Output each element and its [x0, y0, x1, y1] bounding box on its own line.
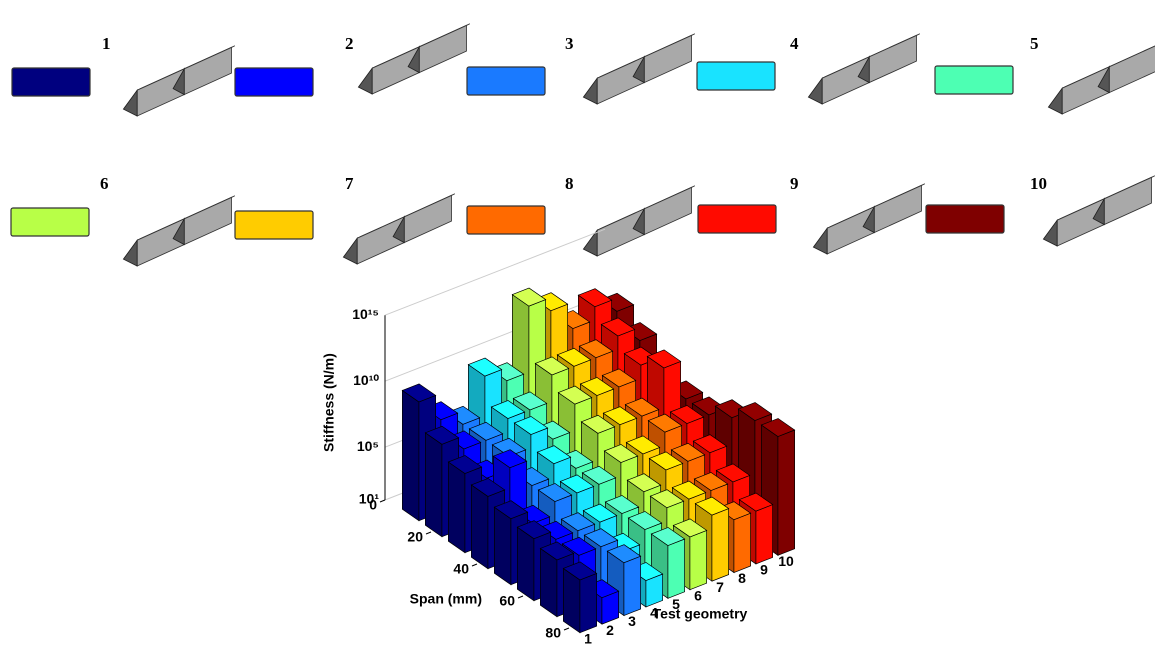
legend-swatch: [12, 68, 90, 96]
x-tick: [564, 628, 569, 630]
bar: [563, 562, 596, 633]
bar-left: [494, 507, 511, 585]
geometry-illustration: [808, 34, 919, 104]
bar-left: [471, 485, 488, 569]
y-tick-label: 3: [628, 613, 636, 629]
bar-left: [540, 548, 557, 616]
x-tick-label: 0: [369, 497, 377, 513]
geometry-illustration: [583, 34, 694, 104]
bar-front: [668, 539, 685, 598]
z-tick-label: 10¹⁵: [352, 306, 379, 322]
geometry-illustration: [1043, 176, 1154, 246]
legend-swatch: [467, 67, 545, 95]
legend-label: 8: [565, 174, 574, 193]
x-tick: [472, 564, 477, 566]
geometry-illustration: [583, 186, 694, 256]
grid-line: [385, 229, 605, 315]
y-tick-label: 7: [716, 579, 724, 595]
legend: 1 2 3 4 5 6 7 8 9 10: [11, 24, 1155, 266]
legend-label: 5: [1030, 34, 1039, 53]
bar-front: [580, 573, 597, 632]
bar-front: [778, 430, 795, 555]
geometry-illustration: [358, 24, 469, 94]
z-tick-label: 10¹⁰: [353, 372, 379, 388]
x-axis-label: Span (mm): [410, 591, 482, 607]
y-tick-label: 9: [760, 562, 768, 578]
x-tick-label: 40: [453, 561, 469, 577]
bar-front: [712, 509, 729, 582]
legend-label: 9: [790, 174, 799, 193]
z-axis-label: Stiffness (N/m): [321, 353, 337, 452]
legend-swatch: [467, 206, 545, 234]
bar-left: [517, 527, 534, 601]
y-tick-label: 6: [694, 587, 702, 603]
x-tick: [380, 500, 385, 502]
geometry-illustration: [343, 194, 454, 264]
y-tick-label: 8: [738, 570, 746, 586]
legend-label: 2: [345, 34, 354, 53]
bar-left: [448, 462, 465, 553]
x-tick: [518, 596, 523, 598]
legend-swatch: [698, 205, 776, 233]
y-tick-label: 1: [584, 630, 592, 645]
x-tick: [426, 532, 431, 534]
x-tick-label: 60: [499, 593, 515, 609]
legend-label: 6: [100, 174, 109, 193]
x-tick-label: 80: [545, 625, 561, 641]
y-tick-label: 10: [778, 553, 794, 569]
geometry-illustration: [123, 46, 234, 116]
z-tick-label: 10⁵: [357, 438, 379, 454]
bar-front: [756, 505, 773, 564]
bar-left: [425, 433, 442, 537]
legend-label: 1: [102, 34, 111, 53]
legend-swatch: [935, 66, 1013, 94]
x-tick-label: 20: [407, 529, 423, 545]
geometry-illustration: [123, 196, 234, 266]
legend-swatch: [235, 68, 313, 96]
legend-label: 7: [345, 174, 354, 193]
bar-front: [734, 513, 751, 572]
legend-swatch: [697, 62, 775, 90]
bar-front: [624, 556, 641, 615]
figure: 12345678910 10¹10⁵10¹⁰10¹⁵Stiffness (N/m…: [0, 0, 1155, 645]
y-axis-label: Test geometry: [653, 605, 748, 621]
legend-swatch: [11, 208, 89, 236]
legend-swatch: [235, 211, 313, 239]
legend-label: 4: [790, 34, 799, 53]
geometry-illustration: [813, 184, 924, 254]
bar-front: [690, 530, 707, 589]
y-tick-label: 2: [606, 622, 614, 638]
bar-left: [402, 390, 419, 520]
geometry-illustration: [1048, 44, 1155, 114]
legend-label: 3: [565, 34, 574, 53]
legend-label: 10: [1030, 174, 1047, 193]
legend-swatch: [926, 205, 1004, 233]
